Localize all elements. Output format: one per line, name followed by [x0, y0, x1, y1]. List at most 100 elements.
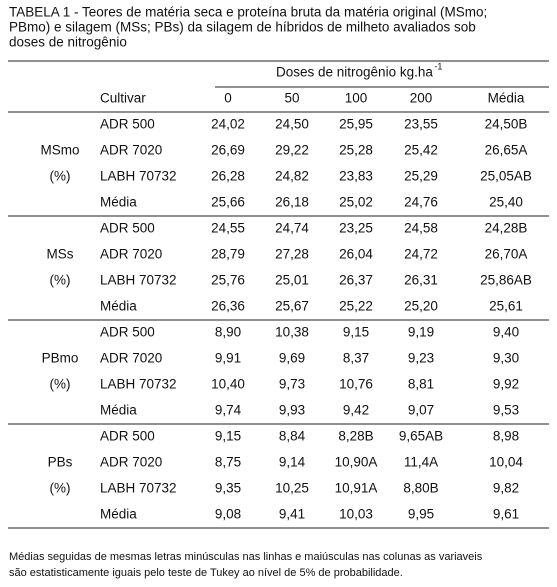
- column-header: Cultivar: [100, 91, 146, 106]
- group-label: PBs: [48, 455, 73, 470]
- cell-value: 23,83: [339, 169, 373, 184]
- cell-value: 9,08: [215, 507, 241, 522]
- cell-value: 9,35: [215, 481, 241, 496]
- cell-value: 25,76: [211, 273, 245, 288]
- cell-value: 9,95: [408, 507, 434, 522]
- cell-value: 10,04: [489, 455, 523, 470]
- cell-value: 25,61: [489, 299, 523, 314]
- cell-value: 25,40: [489, 195, 523, 210]
- column-header: 50: [284, 91, 299, 106]
- cell-value: 9,61: [493, 507, 519, 522]
- cell-value: 8,28B: [338, 429, 373, 444]
- cell-value: 28,79: [211, 247, 245, 262]
- cell-value: 9,15: [215, 429, 241, 444]
- cell-value: 25,01: [275, 273, 309, 288]
- cultivar: ADR 500: [100, 325, 155, 340]
- caption-line: TABELA 1 - Teores de matéria seca e prot…: [9, 5, 487, 20]
- cell-value: 26,65A: [485, 143, 528, 158]
- cell-value: 24,72: [404, 247, 438, 262]
- header-doses-sup: -1: [434, 61, 442, 71]
- cell-value: 11,4A: [404, 455, 438, 470]
- cell-value: 9,40: [493, 325, 519, 340]
- group-label: MSs: [47, 247, 74, 262]
- header-doses: Doses de nitrogênio kg.ha: [276, 65, 433, 80]
- cultivar: ADR 500: [100, 117, 155, 132]
- cell-value: 26,37: [339, 273, 373, 288]
- cell-value: 9,92: [493, 377, 519, 392]
- cell-value: 8,80B: [403, 481, 438, 496]
- cultivar: Média: [100, 299, 137, 314]
- column-header: 0: [224, 91, 232, 106]
- cell-value: 24,74: [275, 221, 309, 236]
- cell-value: 9,42: [343, 403, 369, 418]
- cell-value: 24,28B: [485, 221, 528, 236]
- cell-value: 9,53: [493, 403, 519, 418]
- cell-value: 9,14: [279, 455, 306, 470]
- group-unit: (%): [50, 169, 71, 184]
- cell-value: 10,91A: [335, 481, 378, 496]
- group-unit: (%): [50, 273, 71, 288]
- cell-value: 26,18: [275, 195, 309, 210]
- cell-value: 23,55: [404, 117, 438, 132]
- cell-value: 10,76: [339, 377, 373, 392]
- cell-value: 26,69: [211, 143, 245, 158]
- cultivar: Média: [100, 195, 137, 210]
- cell-value: 26,70A: [485, 247, 528, 262]
- cultivar: ADR 7020: [100, 247, 162, 262]
- cell-value: 25,95: [339, 117, 373, 132]
- cultivar: Média: [100, 403, 137, 418]
- cell-value: 27,28: [275, 247, 309, 262]
- cultivar: ADR 7020: [100, 351, 162, 366]
- group-unit: (%): [50, 377, 71, 392]
- cell-value: 9,91: [215, 351, 241, 366]
- cell-value: 9,30: [493, 351, 519, 366]
- cell-value: 25,28: [339, 143, 373, 158]
- cell-value: 25,22: [339, 299, 373, 314]
- cell-value: 9,73: [279, 377, 305, 392]
- cell-value: 10,40: [211, 377, 245, 392]
- cell-value: 9,41: [279, 507, 305, 522]
- footnote-line: são estatisticamente iguais pelo teste d…: [9, 567, 403, 579]
- cell-value: 24,58: [404, 221, 438, 236]
- cell-value: 9,69: [279, 351, 305, 366]
- cell-value: 24,50B: [485, 117, 528, 132]
- cell-value: 10,25: [275, 481, 309, 496]
- column-header: 200: [410, 91, 433, 106]
- cell-value: 8,81: [408, 377, 434, 392]
- cultivar: ADR 500: [100, 221, 155, 236]
- column-header: Média: [488, 91, 525, 106]
- cell-value: 9,19: [408, 325, 434, 340]
- cell-value: 26,31: [404, 273, 438, 288]
- cultivar: LABH 70732: [100, 481, 177, 496]
- cell-value: 10,90A: [335, 455, 378, 470]
- cell-value: 9,74: [215, 403, 242, 418]
- caption-line: doses de nitrogênio: [9, 35, 127, 50]
- cultivar: ADR 7020: [100, 455, 162, 470]
- cell-value: 24,02: [211, 117, 245, 132]
- cultivar: LABH 70732: [100, 377, 177, 392]
- cell-value: 9,23: [408, 351, 434, 366]
- cell-value: 24,55: [211, 221, 245, 236]
- cell-value: 26,04: [339, 247, 373, 262]
- cell-value: 24,50: [275, 117, 309, 132]
- cultivar: LABH 70732: [100, 273, 177, 288]
- cultivar: Média: [100, 507, 137, 522]
- cell-value: 25,67: [275, 299, 309, 314]
- cultivar: LABH 70732: [100, 169, 177, 184]
- cell-value: 9,93: [279, 403, 305, 418]
- cell-value: 9,07: [408, 403, 434, 418]
- cell-value: 25,42: [404, 143, 438, 158]
- cell-value: 25,86AB: [480, 273, 532, 288]
- cell-value: 9,15: [343, 325, 369, 340]
- cell-value: 29,22: [275, 143, 309, 158]
- cell-value: 24,82: [275, 169, 309, 184]
- cultivar: ADR 7020: [100, 143, 162, 158]
- cell-value: 25,02: [339, 195, 373, 210]
- column-header: 100: [345, 91, 368, 106]
- footnote-line: Médias seguidas de mesmas letras minúscu…: [9, 551, 483, 563]
- cell-value: 26,36: [211, 299, 245, 314]
- cell-value: 25,05AB: [480, 169, 532, 184]
- cell-value: 8,75: [215, 455, 241, 470]
- cell-value: 24,76: [404, 195, 438, 210]
- cell-value: 9,82: [493, 481, 519, 496]
